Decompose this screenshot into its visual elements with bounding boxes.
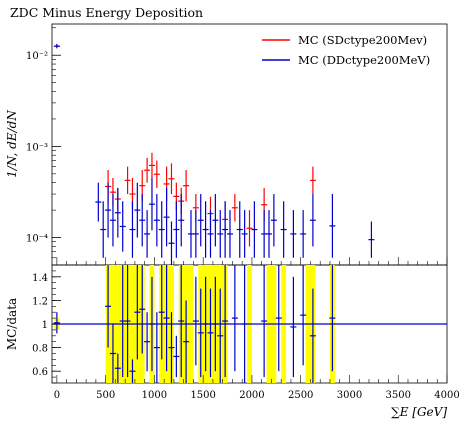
top-y-tick-label: 10⁻³ [26,142,48,153]
x-tick-label: 500 [96,390,115,401]
bottom-y-tick-label: 1.4 [32,273,48,284]
bottom-y-tick-label: 1.2 [32,296,48,307]
x-tick-label: 4000 [434,390,459,401]
x-tick-label: 1000 [142,390,167,401]
top-y-tick-label: 10⁻² [26,51,48,62]
bottom-data-points [53,265,336,383]
chart-title: ZDC Minus Energy Deposition [10,5,203,20]
top-y-axis: 10⁻⁴ 10⁻³ 10⁻² [26,27,61,259]
x-tick-label: 3000 [337,390,362,401]
top-data-points [53,43,375,265]
x-axis: 0 500 1000 1500 2000 2500 3000 3500 4000 [54,257,460,401]
x-axis-label: ∑E [GeV] [391,405,447,419]
x-tick-label: 2500 [288,390,313,401]
legend: MC (SDctype200Mev) MC (DDctype200MeV) [262,33,430,67]
top-y-tick-label: 10⁻⁴ [26,234,48,245]
bottom-y-axis-label: MC/data [5,298,19,350]
energy-deposition-panel: 10⁻⁴ 10⁻³ 10⁻² 1/N, dE/dN MC (SDctype200Me… [5,23,448,266]
bottom-y-tick-label: 0.8 [32,344,48,355]
bottom-y-tick-label: 0.6 [32,367,48,378]
x-tick-label: 2000 [239,390,264,401]
x-tick-label: 0 [54,390,60,401]
bottom-y-tick-label: 1 [42,320,48,331]
x-tick-label: 1500 [190,390,215,401]
bottom-y-axis: 0.6 0.8 1 1.2 1.4 [32,264,61,384]
x-tick-label: 3500 [386,390,411,401]
legend-label-dd: MC (DDctype200MeV) [298,53,430,67]
top-y-axis-label: 1/N, dE/dN [5,110,19,178]
mc-over-data-panel: 0.6 0.8 1 1.2 1.4 0 500 1000 1500 2000 2500 3000 35… [5,257,460,419]
legend-label-sd: MC (SDctype200Mev) [298,33,427,47]
